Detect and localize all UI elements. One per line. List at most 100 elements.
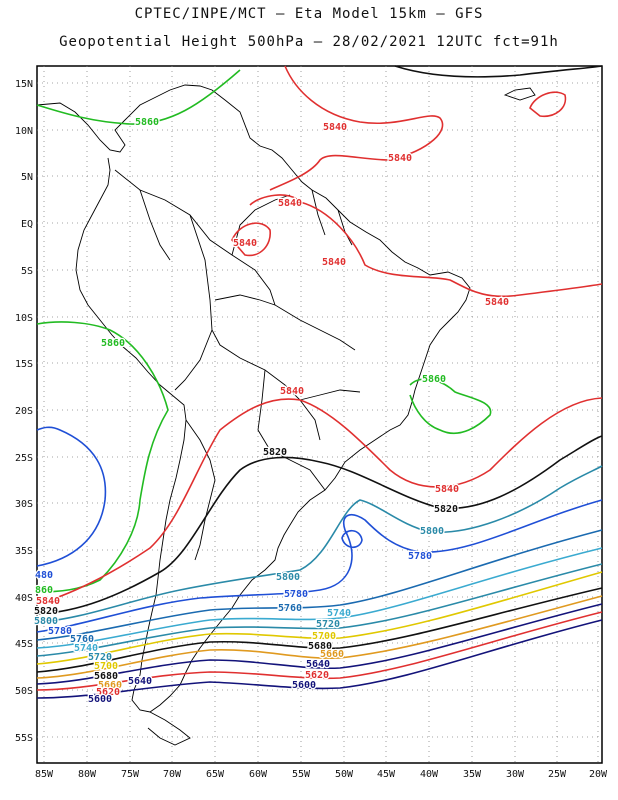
contour-label-5740: 5740 [74, 643, 98, 654]
lon-label: 55W [292, 769, 311, 780]
contour-5680 [36, 587, 603, 673]
contour-label-5740: 5740 [327, 608, 351, 619]
contour-5820-north [394, 65, 603, 78]
lon-label: 40W [420, 769, 439, 780]
contour-label-5860: 5860 [101, 338, 125, 349]
lon-label: 65W [206, 769, 225, 780]
lon-label: 85W [35, 769, 54, 780]
lat-label: 10N [15, 126, 33, 137]
contour-5780-low [341, 529, 363, 549]
contour-5620 [36, 611, 603, 691]
contour-5740 [36, 547, 603, 649]
lon-label: 45W [377, 769, 396, 780]
contour-5860-north [36, 69, 241, 125]
contour-lines [36, 65, 603, 699]
contour-label-5800: 5800 [420, 526, 444, 537]
lat-label: 15N [15, 79, 33, 90]
contour-5820 [36, 435, 603, 615]
lat-label: 20S [15, 406, 33, 417]
contour-label-5640: 5640 [306, 659, 330, 670]
lon-label: 70W [163, 769, 182, 780]
contour-label-5700: 5700 [312, 631, 336, 642]
contour-label-5840: 5840 [278, 198, 302, 209]
contour-5840-atlantic-blob [529, 91, 567, 118]
contour-5600 [36, 619, 603, 699]
contour-label-5840: 5840 [233, 238, 257, 249]
map-title-line2: Geopotential Height 500hPa – 28/02/2021 … [59, 34, 559, 50]
contour-label-5840: 5840 [36, 596, 60, 607]
contour-label-5660: 5660 [320, 649, 344, 660]
contour-5860-east [409, 378, 492, 435]
lat-label: 10S [15, 313, 33, 324]
contour-label-5700: 5700 [94, 661, 118, 672]
contour-5840-blob [231, 222, 271, 257]
longitude-labels: 85W 80W 75W 70W 65W 60W 55W 50W 45W 40W 35W 30W 25W 2… [35, 769, 608, 780]
lon-label: 20W [589, 769, 608, 780]
lat-label: 5N [21, 172, 33, 183]
contour-5700 [36, 571, 603, 665]
lon-label: 80W [78, 769, 97, 780]
lat-label: 30S [15, 499, 33, 510]
contour-label-5620: 5620 [96, 687, 120, 698]
contour-label-5840: 5840 [323, 122, 347, 133]
contour-label-5840: 5840 [280, 386, 304, 397]
contour-5840-amazon [249, 194, 603, 298]
contour-label-5820: 5820 [434, 504, 458, 515]
lat-label: EQ [21, 219, 33, 230]
contour-label-5660: 5660 [98, 680, 122, 691]
contour-label-5840: 5840 [435, 484, 459, 495]
contour-label-5680: 5680 [308, 641, 332, 652]
contour-label-860: 860 [35, 585, 53, 596]
contour-5720 [36, 563, 603, 657]
contour-label-5620: 5620 [305, 670, 329, 681]
contour-5640 [36, 603, 603, 685]
contour-label-5640: 5640 [128, 676, 152, 687]
lon-label: 75W [121, 769, 140, 780]
lon-label: 60W [249, 769, 268, 780]
contour-label-5780: 5780 [284, 589, 308, 600]
map-title-line1: CPTEC/INPE/MCT – Eta Model 15km – GFS [134, 6, 484, 22]
contour-5780 [36, 426, 107, 567]
contour-label-5760: 5760 [278, 603, 302, 614]
coastline-and-borders [36, 84, 536, 746]
contour-label-5800: 5800 [276, 572, 300, 583]
lon-label: 50W [335, 769, 354, 780]
contour-label-5680: 5680 [94, 671, 118, 682]
contour-5780-main [36, 499, 603, 633]
lat-label: 40S [15, 593, 33, 604]
contour-label-5860: 5860 [422, 374, 446, 385]
contour-label-5600: 5600 [88, 694, 112, 705]
lon-label: 30W [506, 769, 525, 780]
contour-label-5720: 5720 [88, 652, 112, 663]
contour-label-5820: 5820 [263, 447, 287, 458]
lat-label: 50S [15, 686, 33, 697]
latitude-labels: 15N 10N 5N EQ 5S 10S 15S 20S 25S 30S 35S 40S 45S 50S 5… [15, 79, 33, 744]
contour-label-5800: 5800 [34, 616, 58, 627]
contour-5760 [36, 529, 603, 641]
contour-label-5840: 5840 [322, 257, 346, 268]
contour-5860-west [36, 321, 169, 593]
contour-5660 [36, 595, 603, 679]
contour-label-5720: 5720 [316, 619, 340, 630]
lat-label: 15S [15, 359, 33, 370]
lat-label: 25S [15, 453, 33, 464]
contour-5840-north [269, 65, 444, 191]
contour-label-5780: 5780 [48, 626, 72, 637]
contour-label-5840: 5840 [485, 297, 509, 308]
lat-label: 45S [15, 639, 33, 650]
lon-label: 35W [463, 769, 482, 780]
contour-label-5820: 5820 [34, 606, 58, 617]
lon-label: 25W [548, 769, 567, 780]
contour-label-5840: 5840 [388, 153, 412, 164]
lat-label: 5S [21, 266, 33, 277]
contour-5840-main [36, 397, 603, 605]
contour-label-5760: 5760 [70, 634, 94, 645]
contour-label-480: 480 [35, 570, 53, 581]
contour-5800 [36, 465, 603, 623]
lat-label: 55S [15, 733, 33, 744]
contour-label-5780: 5780 [408, 551, 432, 562]
contour-label-5860: 5860 [135, 117, 159, 128]
contour-value-labels: 5860 5840 5840 5840 5840 5840 5840 5860 5860 5840… [33, 116, 511, 707]
lat-label: 35S [15, 546, 33, 557]
